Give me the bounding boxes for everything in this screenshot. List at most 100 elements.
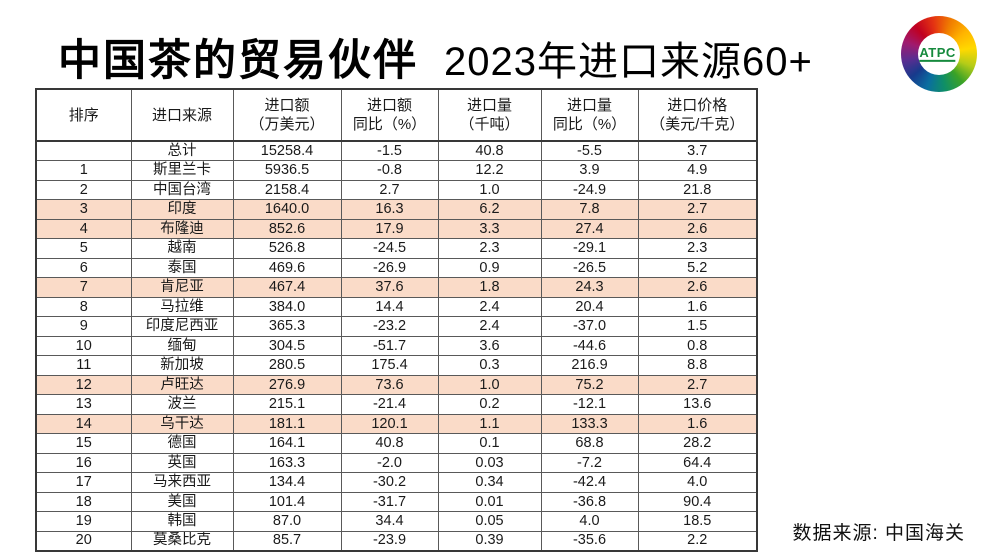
cell-value: 215.1 xyxy=(232,394,342,415)
cell-volume_yoy: -44.6 xyxy=(540,335,639,356)
table-row: 15 德国 164.1 40.8 0.1 68.8 28.2 xyxy=(35,433,758,454)
cell-volume: 0.3 xyxy=(437,355,542,376)
table-row: 13 波兰 215.1 -21.4 0.2 -12.1 13.6 xyxy=(35,394,758,415)
cell-value_yoy: -2.0 xyxy=(340,452,439,473)
table-row: 16 英国 163.3 -2.0 0.03 -7.2 64.4 xyxy=(35,452,758,473)
cell-price: 2.2 xyxy=(637,530,758,551)
cell-volume: 40.8 xyxy=(437,140,542,161)
table-row: 11 新加坡 280.5 175.4 0.3 216.9 8.8 xyxy=(35,355,758,376)
cell-volume: 0.03 xyxy=(437,452,542,473)
cell-rank: 19 xyxy=(35,511,132,532)
cell-rank: 2 xyxy=(35,179,132,200)
cell-value: 304.5 xyxy=(232,335,342,356)
cell-volume: 0.2 xyxy=(437,394,542,415)
column-header-line2: （美元/千克） xyxy=(650,116,745,133)
cell-source: 波兰 xyxy=(130,394,234,415)
table-row: 1 斯里兰卡 5936.5 -0.8 12.2 3.9 4.9 xyxy=(35,160,758,181)
cell-rank: 17 xyxy=(35,472,132,493)
logo-text: ATPC xyxy=(919,45,956,63)
column-header-value: 进口额 （万美元） xyxy=(232,88,342,142)
cell-value_yoy: -23.9 xyxy=(340,530,439,551)
cell-volume: 1.0 xyxy=(437,179,542,200)
cell-volume_yoy: 24.3 xyxy=(540,277,639,298)
cell-source: 美国 xyxy=(130,491,234,512)
cell-volume: 2.4 xyxy=(437,316,542,337)
cell-value_yoy: 37.6 xyxy=(340,277,439,298)
cell-volume_yoy: 27.4 xyxy=(540,218,639,239)
cell-volume: 2.3 xyxy=(437,238,542,259)
cell-value: 15258.4 xyxy=(232,140,342,161)
column-header-line1: 进口量 xyxy=(566,97,612,114)
cell-source: 英国 xyxy=(130,452,234,473)
cell-value_yoy: 73.6 xyxy=(340,374,439,395)
cell-source: 乌干达 xyxy=(130,413,234,434)
cell-volume_yoy: 4.0 xyxy=(540,511,639,532)
column-header-line2: （千吨） xyxy=(459,116,520,133)
cell-rank: 15 xyxy=(35,433,132,454)
table-row: 18 美国 101.4 -31.7 0.01 -36.8 90.4 xyxy=(35,491,758,512)
table-row: 12 卢旺达 276.9 73.6 1.0 75.2 2.7 xyxy=(35,374,758,395)
table-row: 总计 15258.4 -1.5 40.8 -5.5 3.7 xyxy=(35,140,758,161)
cell-volume: 3.6 xyxy=(437,335,542,356)
table-row: 20 莫桑比克 85.7 -23.9 0.39 -35.6 2.2 xyxy=(35,530,758,551)
cell-value_yoy: -21.4 xyxy=(340,394,439,415)
cell-volume: 1.1 xyxy=(437,413,542,434)
table-row: 17 马来西亚 134.4 -30.2 0.34 -42.4 4.0 xyxy=(35,472,758,493)
column-header-volume_yoy: 进口量 同比（%） xyxy=(540,88,639,142)
cell-value_yoy: 40.8 xyxy=(340,433,439,454)
cell-source: 总计 xyxy=(130,140,234,161)
cell-volume_yoy: 75.2 xyxy=(540,374,639,395)
cell-rank: 14 xyxy=(35,413,132,434)
cell-volume: 0.01 xyxy=(437,491,542,512)
cell-price: 1.6 xyxy=(637,296,758,317)
cell-rank: 12 xyxy=(35,374,132,395)
column-header-line2: （万美元） xyxy=(249,116,325,133)
cell-source: 缅甸 xyxy=(130,335,234,356)
trade-table-wrapper: 排序 进口来源 进口额 （万美元） 进口额 同比（%） 进口量 （千吨） 进口量 同比（%） 进口价… xyxy=(35,88,758,552)
cell-rank xyxy=(35,140,132,161)
cell-source: 新加坡 xyxy=(130,355,234,376)
cell-price: 2.6 xyxy=(637,218,758,239)
cell-volume_yoy: -37.0 xyxy=(540,316,639,337)
cell-value: 276.9 xyxy=(232,374,342,395)
cell-rank: 20 xyxy=(35,530,132,551)
column-header-volume: 进口量 （千吨） xyxy=(437,88,542,142)
table-row: 9 印度尼西亚 365.3 -23.2 2.4 -37.0 1.5 xyxy=(35,316,758,337)
table-row: 10 缅甸 304.5 -51.7 3.6 -44.6 0.8 xyxy=(35,335,758,356)
cell-rank: 11 xyxy=(35,355,132,376)
cell-rank: 8 xyxy=(35,296,132,317)
cell-price: 18.5 xyxy=(637,511,758,532)
cell-volume: 2.4 xyxy=(437,296,542,317)
cell-value: 469.6 xyxy=(232,257,342,278)
cell-price: 5.2 xyxy=(637,257,758,278)
table-row: 4 布隆迪 852.6 17.9 3.3 27.4 2.6 xyxy=(35,218,758,239)
cell-value_yoy: -31.7 xyxy=(340,491,439,512)
cell-volume_yoy: 3.9 xyxy=(540,160,639,181)
table-row: 3 印度 1640.0 16.3 6.2 7.8 2.7 xyxy=(35,199,758,220)
cell-source: 马拉维 xyxy=(130,296,234,317)
cell-price: 2.7 xyxy=(637,199,758,220)
atpc-logo: ATPC xyxy=(901,16,977,92)
title-subtitle: 2023年进口来源60+ xyxy=(444,40,813,84)
cell-value_yoy: -24.5 xyxy=(340,238,439,259)
cell-volume_yoy: 7.8 xyxy=(540,199,639,220)
column-header-line2: 同比（%） xyxy=(352,116,427,133)
cell-volume_yoy: -36.8 xyxy=(540,491,639,512)
cell-value_yoy: 16.3 xyxy=(340,199,439,220)
cell-price: 4.0 xyxy=(637,472,758,493)
cell-price: 13.6 xyxy=(637,394,758,415)
cell-price: 2.7 xyxy=(637,374,758,395)
cell-value: 365.3 xyxy=(232,316,342,337)
column-header-price: 进口价格 （美元/千克） xyxy=(637,88,758,142)
cell-value: 181.1 xyxy=(232,413,342,434)
cell-price: 1.6 xyxy=(637,413,758,434)
cell-value: 2158.4 xyxy=(232,179,342,200)
column-header-line1: 进口额 xyxy=(366,97,412,114)
cell-price: 2.6 xyxy=(637,277,758,298)
cell-value_yoy: 14.4 xyxy=(340,296,439,317)
column-header-line1: 排序 xyxy=(68,106,99,124)
cell-value_yoy: -30.2 xyxy=(340,472,439,493)
cell-price: 4.9 xyxy=(637,160,758,181)
trade-table: 排序 进口来源 进口额 （万美元） 进口额 同比（%） 进口量 （千吨） 进口量 同比（%） 进口价… xyxy=(35,88,758,552)
